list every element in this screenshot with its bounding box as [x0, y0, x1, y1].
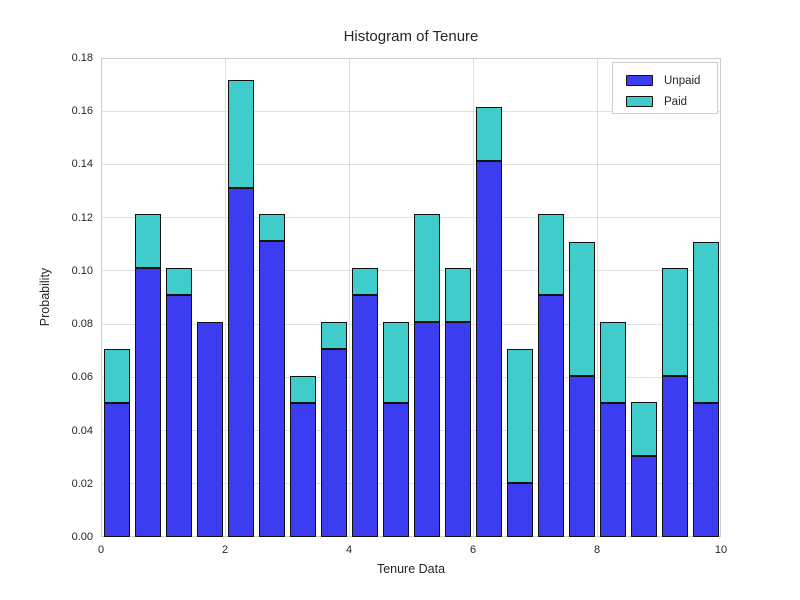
y-tick-label: 0.06 [71, 371, 93, 384]
y-tick-label: 0.14 [71, 158, 93, 171]
histogram-bar-unpaid [692, 403, 719, 537]
legend-label-unpaid: Unpaid [664, 74, 701, 87]
gridline-horizontal [101, 483, 721, 485]
histogram-bar-unpaid [351, 295, 378, 537]
histogram-bar-paid [165, 268, 192, 295]
histogram-bar-paid [506, 349, 533, 483]
x-tick-label: 2 [221, 544, 229, 556]
histogram-bar-paid [630, 402, 657, 456]
histogram-bar-unpaid [568, 376, 595, 537]
legend-swatch-unpaid [626, 75, 653, 86]
x-tick-label: 10 [714, 544, 728, 556]
x-tick-label: 4 [345, 544, 353, 556]
legend-swatch-paid [626, 96, 653, 107]
gridline-horizontal [101, 270, 721, 272]
y-tick-label: 0.16 [71, 105, 93, 118]
histogram-bar-paid [599, 322, 626, 403]
histogram-bar-unpaid [134, 268, 161, 537]
legend-item-unpaid: Unpaid [626, 70, 717, 91]
histogram-bar-paid [227, 80, 254, 188]
histogram-bar-paid [568, 242, 595, 376]
histogram-bar-unpaid [506, 483, 533, 537]
histogram-bar-unpaid [413, 322, 440, 537]
x-tick-label: 8 [593, 544, 601, 556]
y-tick-label: 0.02 [71, 477, 93, 490]
histogram-bar-unpaid [475, 161, 502, 537]
histogram-bar-unpaid [289, 403, 316, 537]
histogram-bar-unpaid [227, 188, 254, 537]
histogram-bar-unpaid [630, 456, 657, 537]
histogram-bar-paid [537, 214, 564, 295]
histogram-bar-unpaid [537, 295, 564, 537]
gridline-horizontal [101, 163, 721, 165]
histogram-bar-unpaid [444, 322, 471, 537]
legend-item-paid: Paid [626, 91, 717, 112]
histogram-bar-paid [320, 322, 347, 349]
y-tick-label: 0.08 [71, 318, 93, 331]
histogram-bar-unpaid [320, 349, 347, 537]
legend-label-paid: Paid [664, 95, 688, 108]
chart-title: Histogram of Tenure [343, 28, 479, 45]
histogram-bar-unpaid [165, 295, 192, 537]
histogram-bar-paid [382, 322, 409, 403]
histogram-bar-paid [475, 107, 502, 161]
histogram-bar-paid [103, 349, 130, 403]
gridline-horizontal [101, 376, 721, 378]
histogram-bar-paid [413, 214, 440, 322]
histogram-bar-paid [134, 214, 161, 268]
x-axis-label: Tenure Data [376, 562, 446, 576]
y-tick-label: 0.04 [71, 424, 93, 437]
histogram-bar-paid [289, 376, 316, 403]
histogram-bar-unpaid [258, 241, 285, 537]
x-tick-label: 0 [97, 544, 105, 556]
histogram-bar-paid [351, 268, 378, 295]
gridline-vertical [596, 58, 598, 537]
y-tick-label: 0.00 [71, 531, 93, 543]
gridline-horizontal [101, 430, 721, 432]
histogram-bar-paid [692, 242, 719, 403]
gridline-horizontal [101, 323, 721, 325]
gridline-vertical [348, 58, 350, 537]
histogram-bar-unpaid [103, 403, 130, 537]
gridline-horizontal [101, 110, 721, 112]
gridline-horizontal [101, 217, 721, 219]
gridline-vertical [224, 58, 226, 537]
plot-area: Unpaid Paid [101, 58, 721, 537]
legend: Unpaid Paid [612, 62, 718, 114]
histogram-bar-unpaid [382, 403, 409, 537]
histogram-bar-paid [661, 268, 688, 376]
histogram-bar-unpaid [196, 322, 223, 537]
x-tick-label: 6 [469, 544, 477, 556]
histogram-bar-unpaid [661, 376, 688, 537]
gridline-vertical [472, 58, 474, 537]
y-tick-label: 0.18 [71, 52, 93, 64]
histogram-bar-unpaid [599, 403, 626, 537]
histogram-bar-paid [444, 268, 471, 322]
histogram-bar-paid [258, 214, 285, 241]
axes-spines [101, 58, 721, 537]
y-tick-label: 0.12 [71, 211, 93, 224]
y-tick-label: 0.10 [71, 264, 93, 277]
